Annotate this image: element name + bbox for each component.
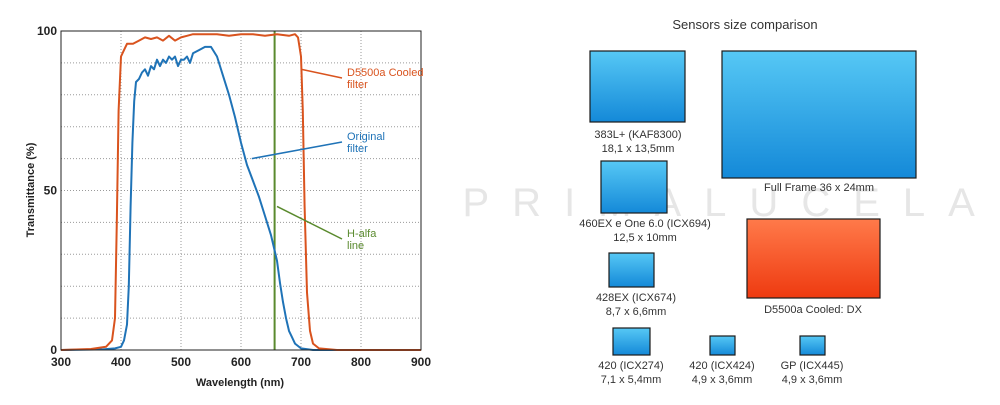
series-line-original-filter xyxy=(60,45,421,351)
y-tick-labels: 0 50 100 xyxy=(37,24,57,357)
chart-series xyxy=(60,31,421,351)
sensor-rect xyxy=(600,160,668,214)
sensor-label: 428EX (ICX674) xyxy=(596,292,676,304)
y-tick-label: 100 xyxy=(37,24,57,38)
sensor-rect xyxy=(612,327,651,356)
annotation-leader xyxy=(300,68,343,79)
x-tick-label: 600 xyxy=(231,355,251,369)
sensor-item: 420 (ICX424) 4,9 x 3,6mm xyxy=(689,335,755,386)
sensor-item: 460EX e One 6.0 (ICX694) 12,5 x 10mm xyxy=(579,160,711,244)
sensor-label: Full Frame 36 x 24mm xyxy=(764,182,874,194)
sensor-label: 420 (ICX274) xyxy=(598,360,663,372)
sensor-rect xyxy=(799,335,826,356)
annotation-label: D5500a Cooled xyxy=(347,67,423,79)
x-tick-label: 500 xyxy=(171,355,191,369)
sensor-item: 420 (ICX274) 7,1 x 5,4mm xyxy=(598,327,664,386)
sensor-rect xyxy=(721,50,917,179)
x-tick-label: 800 xyxy=(351,355,371,369)
annotation-label: H-alfa xyxy=(347,228,377,240)
sensor-rect xyxy=(746,218,881,299)
sensor-label: GP (ICX445) xyxy=(781,360,844,372)
sensor-item: GP (ICX445) 4,9 x 3,6mm xyxy=(781,335,844,386)
sensor-rect xyxy=(589,50,686,123)
sensors-comparison: Sensors size comparison 383L+ (KAF8300) 1… xyxy=(579,17,917,386)
sensor-label: 383L+ (KAF8300) xyxy=(594,129,681,141)
annotation-label: filter xyxy=(347,143,368,155)
sensor-size: 8,7 x 6,6mm xyxy=(606,306,667,318)
annotation-label: Original xyxy=(347,131,385,143)
sensor-item: Full Frame 36 x 24mm xyxy=(721,50,917,194)
chart-annotations: D5500a CooledfilterOriginalfilterH-alfal… xyxy=(251,67,423,252)
sensor-item: 383L+ (KAF8300) 18,1 x 13,5mm xyxy=(589,50,686,155)
sensor-size: 4,9 x 3,6mm xyxy=(692,374,753,386)
sensor-item: D5500a Cooled: DX xyxy=(746,218,881,316)
series-line-d5500a-cooled-filter xyxy=(60,33,421,351)
sensor-size: 12,5 x 10mm xyxy=(613,232,677,244)
sensor-label: 420 (ICX424) xyxy=(689,360,754,372)
transmittance-chart: 300 400 500 600 700 800 900 0 50 100 Wavelength … xyxy=(25,24,431,389)
sensor-size: 4,9 x 3,6mm xyxy=(782,374,843,386)
y-axis-label: Transmittance (%) xyxy=(25,142,37,237)
annotation-leader xyxy=(251,141,343,160)
x-tick-labels: 300 400 500 600 700 800 900 xyxy=(51,355,431,369)
chart-grid xyxy=(61,31,421,350)
sensor-label: D5500a Cooled: DX xyxy=(764,304,863,316)
sensor-label: 460EX e One 6.0 (ICX694) xyxy=(579,218,710,230)
sensor-size: 18,1 x 13,5mm xyxy=(602,143,675,155)
plot-frame xyxy=(60,30,422,351)
sensors-title: Sensors size comparison xyxy=(672,17,817,32)
x-tick-label: 900 xyxy=(411,355,431,369)
y-tick-label: 0 xyxy=(50,343,57,357)
sensor-rect xyxy=(608,252,655,288)
x-tick-label: 700 xyxy=(291,355,311,369)
y-tick-label: 50 xyxy=(44,184,58,198)
sensor-rect xyxy=(709,335,736,356)
sensor-item: 428EX (ICX674) 8,7 x 6,6mm xyxy=(596,252,676,318)
watermark: PRIMALUCELAB xyxy=(463,181,1000,225)
x-tick-label: 400 xyxy=(111,355,131,369)
annotation-label: line xyxy=(347,240,364,252)
sensor-size: 7,1 x 5,4mm xyxy=(601,374,662,386)
annotation-label: filter xyxy=(347,79,368,91)
annotation-leader xyxy=(276,205,343,240)
x-axis-label: Wavelength (nm) xyxy=(196,377,285,389)
x-tick-label: 300 xyxy=(51,355,71,369)
